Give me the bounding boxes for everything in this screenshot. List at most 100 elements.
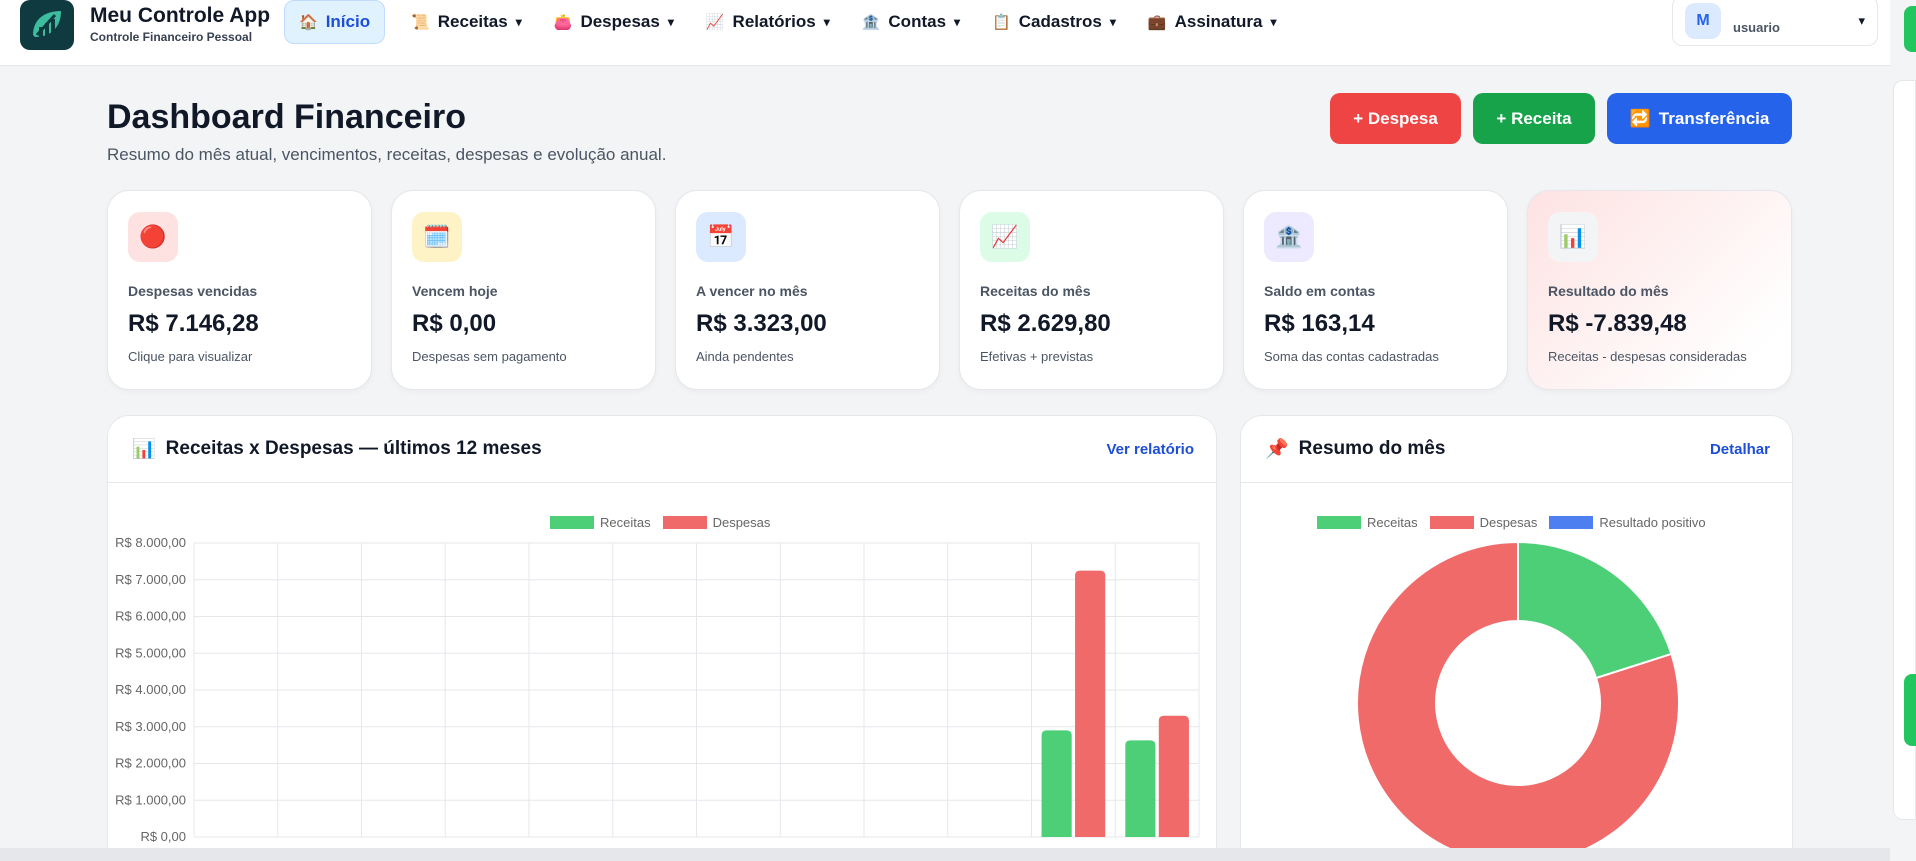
user-menu[interactable]: M usuario ▾ — [1672, 0, 1878, 46]
panel-title: Receitas x Despesas — últimos 12 meses — [165, 438, 542, 459]
bar-despesas[interactable] — [1158, 715, 1189, 837]
nav-item-assinatura[interactable]: 💼 Assinatura ▾ — [1132, 0, 1293, 44]
avatar: M — [1685, 3, 1721, 39]
bar-chart-panel: 📊 Receitas x Despesas — últimos 12 meses… — [107, 415, 1217, 861]
kpi-label: Receitas do mês — [980, 283, 1091, 299]
kpi-note: Despesas sem pagamento — [412, 349, 567, 364]
y-tick-label: R$ 3.000,00 — [115, 719, 186, 734]
nav-item-contas[interactable]: 🏦 Contas ▾ — [846, 0, 976, 44]
kpi-card[interactable]: 📅 A vencer no mês R$ 3.323,00 Ainda pendent… — [675, 190, 940, 390]
kpi-note: Ainda pendentes — [696, 349, 794, 364]
ver-relatorio-link[interactable]: Ver relatório — [1106, 440, 1194, 458]
kpi-label: Resultado do mês — [1548, 283, 1669, 299]
nav-item-label: Início — [325, 11, 371, 31]
legend-label: Despesas — [1479, 515, 1538, 530]
app-logo-icon — [20, 0, 74, 50]
legend-swatch — [550, 516, 594, 529]
transferencia-label: Transferência — [1658, 108, 1770, 128]
legend-item-despesas[interactable]: Despesas — [1429, 515, 1538, 530]
kpi-card[interactable]: 📈 Receitas do mês R$ 2.629,80 Efetivas + pr… — [959, 190, 1224, 390]
legend-label: Receitas — [600, 515, 651, 530]
bank-icon: 🏦 — [861, 13, 881, 31]
side-tab-top[interactable] — [1904, 6, 1916, 52]
user-name: usuario — [1733, 19, 1780, 35]
nav-item-label: Receitas — [437, 11, 508, 31]
calendar-month-icon: 📅 — [696, 212, 746, 262]
legend-label: Receitas — [1367, 515, 1418, 530]
kpi-value: R$ -7.839,48 — [1548, 310, 1687, 337]
chevron-down-icon: ▾ — [1858, 13, 1865, 28]
legend-item-receitas[interactable]: Receitas — [1317, 515, 1418, 530]
scroll-icon: 📜 — [411, 13, 430, 31]
panel-title: Resumo do mês — [1298, 438, 1446, 459]
add-receita-button[interactable]: + Receita — [1473, 93, 1595, 144]
page-subtitle: Resumo do mês atual, vencimentos, receit… — [107, 145, 667, 164]
chevron-down-icon: ▾ — [954, 14, 961, 29]
purse-icon: 👛 — [553, 13, 573, 31]
add-despesa-button[interactable]: + Despesa — [1330, 93, 1461, 144]
side-tab-mid[interactable] — [1904, 674, 1916, 746]
bar-despesas[interactable] — [1075, 570, 1106, 837]
nav-item-despesas[interactable]: 👛 Despesas ▾ — [538, 0, 690, 44]
bar-receitas[interactable] — [1125, 740, 1156, 837]
nav-item-relatorios[interactable]: 📈 Relatórios ▾ — [690, 0, 846, 44]
kpi-card[interactable]: 🔴 Despesas vencidas R$ 7.146,28 Clique para… — [107, 190, 372, 390]
nav-item-inicio[interactable]: 🏠 Início — [284, 0, 386, 44]
legend-label: Despesas — [712, 515, 771, 530]
transferencia-button[interactable]: 🔁 Transferência — [1607, 93, 1792, 144]
kpi-label: A vencer no mês — [696, 283, 808, 299]
kpi-cards: 🔴 Despesas vencidas R$ 7.146,28 Clique para… — [107, 190, 1792, 390]
chevron-down-icon: ▾ — [1109, 14, 1116, 29]
briefcase-icon: 💼 — [1147, 13, 1167, 31]
donut-chart-legend: Receitas Despesas Resultado positivo — [1317, 515, 1706, 530]
top-navbar: Meu Controle App Controle Financeiro Pes… — [0, 0, 1890, 66]
chevron-down-icon: ▾ — [667, 14, 674, 29]
y-tick-label: R$ 8.000,00 — [115, 535, 186, 550]
app-subtitle: Controle Financeiro Pessoal — [90, 29, 253, 44]
legend-swatch — [1429, 516, 1474, 529]
nav-item-cadastros[interactable]: 📋 Cadastros ▾ — [976, 0, 1132, 44]
quick-actions: + Despesa + Receita 🔁 Transferência — [1330, 93, 1792, 144]
kpi-note: Efetivas + previstas — [980, 349, 1094, 364]
kpi-note: Receitas - despesas consideradas — [1548, 349, 1747, 364]
y-tick-label: R$ 6.000,00 — [115, 609, 186, 624]
chart-up-icon: 📈 — [980, 212, 1030, 262]
y-tick-label: R$ 0,00 — [140, 829, 186, 844]
chevron-down-icon: ▾ — [823, 14, 830, 29]
y-tick-label: R$ 5.000,00 — [115, 645, 186, 660]
kpi-card[interactable]: 🏦 Saldo em contas R$ 163,14 Soma das contas… — [1243, 190, 1508, 390]
clipboard-icon: 📋 — [992, 13, 1011, 31]
chevron-down-icon: ▾ — [1270, 14, 1277, 29]
slice-receitas[interactable] — [1517, 540, 1673, 680]
pin-icon: 📌 — [1265, 439, 1289, 460]
donut-chart — [1356, 540, 1680, 861]
kpi-label: Saldo em contas — [1264, 283, 1376, 299]
y-tick-label: R$ 1.000,00 — [115, 792, 186, 807]
nav-item-label: Assinatura — [1174, 11, 1263, 31]
donut-chart-panel: 📌 Resumo do mês Detalhar Receitas Despesa… — [1240, 415, 1793, 861]
calendar-icon: 🗓️ — [412, 212, 462, 262]
kpi-note: Soma das contas cadastradas — [1264, 349, 1439, 364]
bar-chart-legend: Receitas Despesas — [550, 515, 770, 530]
legend-swatch — [662, 516, 707, 529]
kpi-card[interactable]: 🗓️ Vencem hoje R$ 0,00 Despesas sem pagamen… — [391, 190, 656, 390]
legend-item-resultado-positivo[interactable]: Resultado positivo — [1549, 515, 1706, 530]
y-tick-label: R$ 4.000,00 — [115, 682, 186, 697]
horizontal-scrollbar[interactable] — [0, 848, 1890, 861]
legend-item-receitas[interactable]: Receitas — [550, 515, 651, 530]
nav-item-receitas[interactable]: 📜 Receitas ▾ — [395, 0, 538, 44]
kpi-value: R$ 0,00 — [412, 310, 497, 337]
nav-item-label: Despesas — [580, 11, 660, 31]
kpi-value: R$ 7.146,28 — [128, 310, 259, 337]
legend-swatch — [1317, 516, 1361, 529]
bar-receitas[interactable] — [1041, 730, 1072, 837]
home-icon: 🏠 — [299, 13, 318, 31]
legend-item-despesas[interactable]: Despesas — [662, 515, 771, 530]
detalhar-link[interactable]: Detalhar — [1709, 440, 1770, 458]
kpi-value: R$ 2.629,80 — [980, 310, 1111, 337]
kpi-card[interactable]: 📊 Resultado do mês R$ -7.839,48 Receitas - … — [1527, 190, 1792, 390]
page-title: Dashboard Financeiro — [107, 98, 466, 136]
kpi-label: Despesas vencidas — [128, 283, 258, 299]
brand[interactable]: Meu Controle App Controle Financeiro Pes… — [20, 0, 284, 50]
main-nav: 🏠 Início 📜 Receitas ▾ 👛 Despesas ▾ 📈 Relatórios ▾ 🏦… — [284, 0, 1293, 44]
